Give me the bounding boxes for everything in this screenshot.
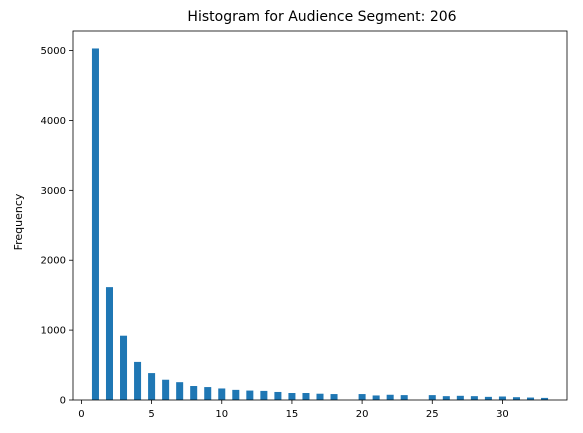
y-tick-label: 1000 [41,326,66,337]
x-tick-label: 5 [148,409,154,420]
histogram-bar [386,394,394,400]
histogram-bar [484,396,492,400]
y-tick-label: 0 [60,396,66,407]
histogram-bar [190,386,198,400]
histogram-bar [358,394,366,400]
y-tick-label: 5000 [41,46,66,57]
histogram-bar [541,397,549,400]
histogram-bar [470,396,478,400]
x-axis: 0 5 10 15 20 25 30 [78,400,509,420]
histogram-bar [330,394,338,400]
y-tick-label: 2000 [41,256,66,267]
histogram-bar [456,395,464,400]
histogram-bar [91,48,99,400]
histogram-bar [120,335,128,400]
x-tick-label: 15 [286,409,299,420]
x-tick-label: 10 [215,409,228,420]
histogram-bar [302,393,310,400]
x-tick-label: 25 [426,409,439,420]
y-axis: 0 1000 2000 3000 4000 5000 [41,46,73,407]
histogram-bar [204,387,212,400]
chart-title: Histogram for Audience Segment: 206 [187,9,456,25]
histogram-bar [527,397,535,400]
histogram-bar [218,388,226,400]
histogram-bar [400,395,408,400]
x-tick-label: 30 [496,409,509,420]
histogram-bar [316,393,324,400]
histogram-bar [246,390,254,400]
histogram-bar [512,397,520,400]
y-axis-title: Frequency [12,193,25,250]
histogram-bar [428,395,436,400]
histogram-bar [176,382,184,400]
histogram-bar [288,393,296,400]
histogram-bar [162,379,170,400]
plot-frame [72,30,568,401]
histogram-bar [232,389,240,400]
histogram-bar [148,373,156,400]
histogram-bar [498,396,506,400]
y-tick-label: 3000 [41,186,66,197]
histogram-bar [260,390,268,400]
histogram-bar [372,395,380,400]
bars-group [91,48,549,400]
x-tick-label: 20 [356,409,369,420]
histogram-bar [442,396,450,400]
histogram-bar [105,287,113,400]
histogram-bar [134,361,142,400]
y-tick-label: 4000 [41,116,66,127]
x-tick-label: 0 [78,409,84,420]
histogram-bar [274,391,282,400]
